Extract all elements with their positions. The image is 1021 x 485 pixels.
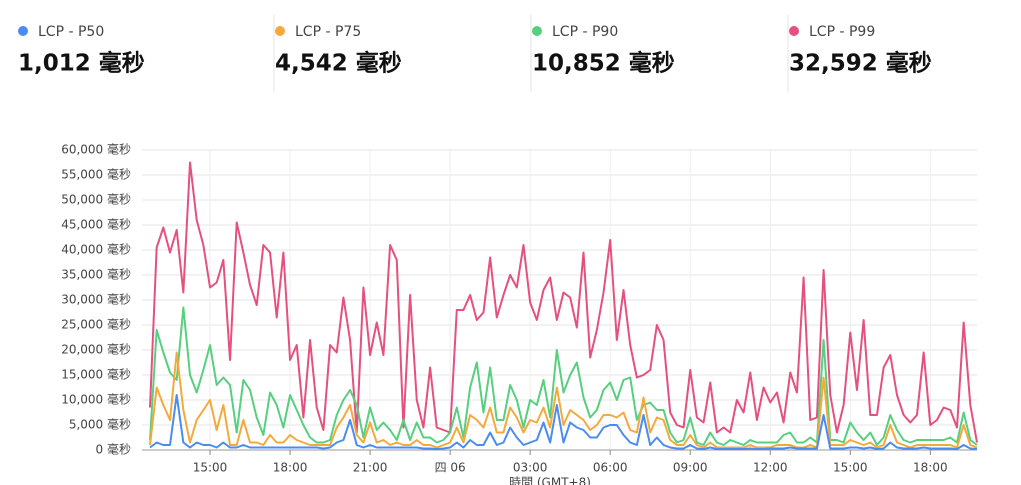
series-line	[149, 394, 978, 450]
y-tick-label: 25,000 毫秒	[61, 317, 131, 332]
x-tick-label: 15:00	[833, 461, 868, 475]
legend-dot	[789, 26, 799, 36]
series-line	[149, 351, 978, 449]
y-tick-label: 0 毫秒	[96, 442, 131, 457]
y-tick-label: 20,000 毫秒	[61, 342, 131, 357]
legend-label: LCP - P75	[295, 24, 361, 40]
y-tick-label: 40,000 毫秒	[61, 242, 131, 257]
summary-value: 10,852 毫秒	[532, 50, 675, 77]
legend-dot	[18, 26, 28, 36]
y-tick-label: 30,000 毫秒	[61, 292, 131, 307]
series-line	[149, 161, 978, 443]
x-tick-label: 四 06	[435, 461, 466, 475]
x-tick-label: 12:00	[753, 461, 788, 475]
y-tick-label: 60,000 毫秒	[61, 142, 131, 157]
y-tick-label: 15,000 毫秒	[61, 367, 131, 382]
x-tick-label: 18:00	[273, 461, 308, 475]
summary-value: 32,592 毫秒	[789, 50, 932, 77]
x-tick-label: 15:00	[193, 461, 228, 475]
y-tick-label: 50,000 毫秒	[61, 192, 131, 207]
x-tick-label: 18:00	[913, 461, 948, 475]
y-tick-label: 45,000 毫秒	[61, 217, 131, 232]
x-tick-label: 09:00	[673, 461, 708, 475]
x-tick-label: 21:00	[353, 461, 388, 475]
legend-label: LCP - P99	[809, 24, 875, 40]
legend-dot	[275, 26, 285, 36]
legend-label: LCP - P50	[38, 24, 104, 40]
x-tick-label: 06:00	[593, 461, 628, 475]
y-tick-label: 35,000 毫秒	[61, 267, 131, 282]
y-tick-label: 10,000 毫秒	[61, 392, 131, 407]
y-tick-label: 5,000 毫秒	[69, 417, 131, 432]
y-tick-label: 55,000 毫秒	[61, 167, 131, 182]
x-tick-label: 03:00	[513, 461, 548, 475]
x-axis-title: 時間 (GMT+8)	[509, 476, 591, 485]
summary-value: 1,012 毫秒	[18, 50, 145, 77]
legend-label: LCP - P90	[552, 24, 618, 40]
legend-dot	[532, 26, 542, 36]
series-line	[149, 306, 978, 446]
summary-value: 4,542 毫秒	[275, 50, 402, 77]
